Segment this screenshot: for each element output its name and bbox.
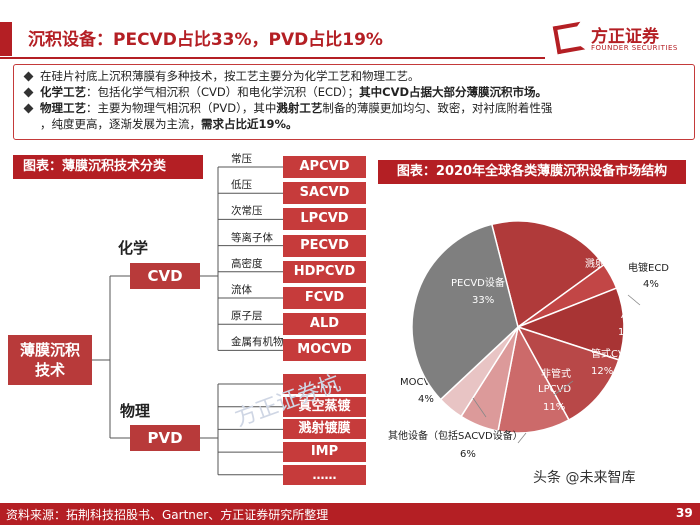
pie-slice-label: PECVD设备 xyxy=(451,276,505,289)
pie-slice-label: ALD设备 xyxy=(621,308,661,321)
bullet-text: 溅射工艺 xyxy=(276,101,323,115)
title-divider xyxy=(0,57,545,59)
pie-slice-label: 溅射PVD xyxy=(585,257,626,270)
leader-line xyxy=(472,397,487,418)
logo-name: 方正证券 xyxy=(591,27,659,47)
market-structure-header: 图表：2020年全球各类薄膜沉积设备市场结构 xyxy=(378,160,686,184)
pvd-type: 溅射镀膜 xyxy=(283,419,366,440)
cvd-type-pecvd: PECVD xyxy=(283,234,366,257)
leader-line xyxy=(627,294,641,306)
market-share-pie-chart: 溅射PVD19%电镀ECD4%ALD设备11%管式CVD12%非管式LPCVD1… xyxy=(388,220,669,460)
summary-bullets: 在硅片衬底上沉积薄膜有多种技术，按工艺主要分为化学工艺和物理工艺。 化学工艺：包括… xyxy=(13,64,695,140)
bullet-text: 化学工艺 xyxy=(40,85,86,99)
pie-slice-label: 非管式 LPCVD xyxy=(538,367,571,395)
leader-line xyxy=(517,432,527,444)
bullet-item: 化学工艺：包括化学气相沉积（CVD）和电化学沉积（ECD）；其中CVD占据大部分… xyxy=(40,84,684,100)
pie-slice xyxy=(411,223,519,401)
bullet-item: ，纯度更高，逐渐发展为主流，需求占比近19%。 xyxy=(40,116,684,132)
pie-slice xyxy=(515,287,625,361)
page-number: 39 xyxy=(676,506,693,520)
pie-slice-label: MOCVD xyxy=(400,377,438,388)
pie-slice-label: 管式CVD xyxy=(591,347,633,360)
pie-slice xyxy=(490,220,605,329)
pie-slice-value: 33% xyxy=(472,295,494,306)
pvd-type: …… xyxy=(283,374,366,394)
bullet-text: ：主要为物理气相沉积（PVD），其中 xyxy=(86,101,277,115)
pie-slice xyxy=(516,325,620,421)
pie-slice-value: 4% xyxy=(643,279,659,290)
pie-slice-value: 4% xyxy=(418,394,434,405)
root-node-thin-film-deposition: 薄膜沉积 技术 xyxy=(8,335,92,385)
bullet-text: 在硅片衬底上沉积薄膜有多种技术，按工艺主要分为化学工艺和物理工艺。 xyxy=(40,69,420,83)
cvd-node: CVD xyxy=(130,263,200,289)
cvd-pressure-label: 金属有机物 xyxy=(231,336,284,349)
classification-header: 图表：薄膜沉积技术分类 xyxy=(13,155,203,179)
cvd-pressure-label: 低压 xyxy=(231,179,252,192)
toutiao-watermark: 头条 @未来智库 xyxy=(530,467,639,487)
cvd-pressure-label: 原子层 xyxy=(231,310,263,323)
pvd-type: …… xyxy=(283,464,366,485)
pvd-type: IMP xyxy=(283,442,366,463)
page-title: 沉积设备：PECVD占比33%，PVD占比19% xyxy=(28,30,383,50)
cvd-type-apcvd: APCVD xyxy=(283,156,366,178)
source-note: 资料来源：拓荆科技招股书、Gartner、方正证券研究所整理 xyxy=(6,508,329,522)
cvd-type-hdpcvd: HDPCVD xyxy=(283,260,366,283)
cvd-pressure-label: 流体 xyxy=(231,284,252,296)
bullet-item: 在硅片衬底上沉积薄膜有多种技术，按工艺主要分为化学工艺和物理工艺。 xyxy=(40,68,684,84)
bullet-text: 其中CVD占据大部分薄膜沉积市场。 xyxy=(359,85,548,99)
bullet-text: 物理工艺 xyxy=(40,101,86,115)
bullet-text: 需求占比近19%。 xyxy=(201,117,298,131)
physical-label: 物理 xyxy=(120,402,151,420)
leader-line xyxy=(553,380,574,396)
pie-slice xyxy=(497,324,570,434)
cvd-type-fcvd: FCVD xyxy=(283,287,366,309)
root-line-1: 薄膜沉积 xyxy=(19,341,80,359)
bullet-text: ，纯度更高，逐渐发展为主流， xyxy=(40,117,201,131)
footer-bar xyxy=(0,503,700,525)
company-logo: 方正证券 FOUNDER SECURITIES xyxy=(552,20,695,60)
cvd-type-ald: ALD xyxy=(283,313,366,336)
cvd-type-mocvd: MOCVD xyxy=(283,339,366,362)
pie-slice-value: 11% xyxy=(543,402,565,413)
bullet-text: ：包括化学气相沉积（CVD）和电化学沉积（ECD）； xyxy=(86,85,360,99)
cvd-type-lpcvd: LPCVD xyxy=(283,208,366,231)
pie-slice-value: 12% xyxy=(591,366,613,377)
pie-slice-label: 其他设备（包括SACVD设备） xyxy=(388,429,523,442)
title-accent-bar xyxy=(0,22,12,56)
logo-subtitle: FOUNDER SECURITIES xyxy=(591,44,678,52)
pie-slice-value: 6% xyxy=(460,449,476,460)
pie-slice-label: 电镀ECD xyxy=(628,261,669,274)
chemical-label: 化学 xyxy=(118,239,149,257)
cvd-pressure-label: 常压 xyxy=(231,153,252,165)
pvd-node: PVD xyxy=(130,425,200,451)
pvd-type: 真空蒸镀 xyxy=(283,396,366,417)
cvd-pressure-label: 高密度 xyxy=(231,257,263,270)
cvd-pressure-label: 等离子体 xyxy=(231,231,273,244)
bullet-item: 物理工艺：主要为物理气相沉积（PVD），其中溅射工艺制备的薄膜更加均匀、致密，对… xyxy=(40,100,684,116)
cvd-pressure-label: 次常压 xyxy=(231,205,263,218)
cvd-type-sacvd: SACVD xyxy=(283,182,366,205)
pie-slice-value: 11% xyxy=(618,327,640,338)
root-line-2: 技术 xyxy=(34,361,65,379)
bullet-text: 制备的薄膜更加均匀、致密，对衬底附着性强 xyxy=(322,101,553,115)
